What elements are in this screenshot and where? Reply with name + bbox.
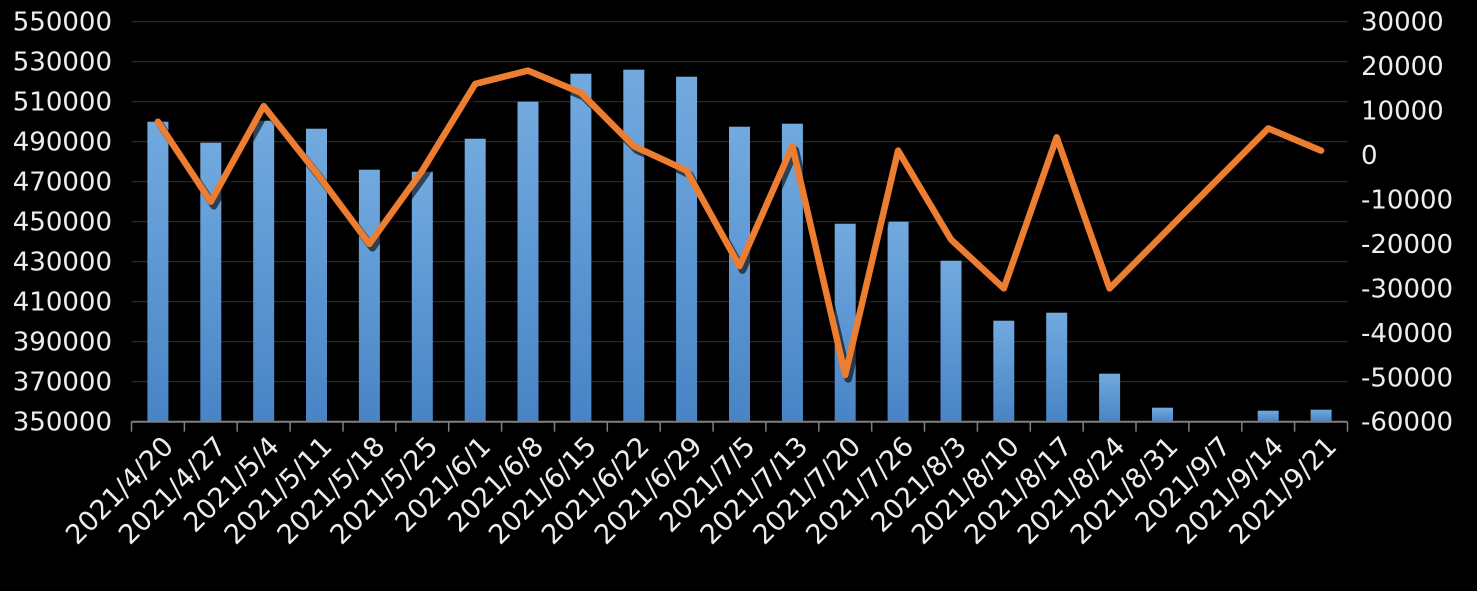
right-axis-tick-label: -10000	[1361, 186, 1453, 216]
bar[interactable]	[623, 69, 645, 422]
bar[interactable]	[517, 101, 539, 422]
right-axis-tick-label: -30000	[1361, 274, 1453, 304]
left-axis-tick-label: 510000	[13, 88, 112, 118]
bar[interactable]	[306, 128, 327, 422]
bar[interactable]	[781, 123, 803, 422]
bar[interactable]	[1310, 409, 1332, 422]
bar[interactable]	[1099, 373, 1121, 422]
right-axis-tick-label: 20000	[1361, 52, 1444, 82]
right-axis-tick-label: -20000	[1361, 230, 1453, 260]
bar[interactable]	[253, 120, 275, 422]
left-axis-tick-label: 450000	[13, 208, 112, 238]
bar[interactable]	[358, 169, 380, 422]
bar[interactable]	[729, 126, 750, 422]
bar[interactable]	[676, 76, 698, 422]
right-axis-tick-label: -50000	[1361, 363, 1453, 393]
bar[interactable]	[940, 260, 962, 422]
right-axis-tick-label: 30000	[1361, 8, 1444, 38]
trend-line[interactable]	[154, 67, 1325, 379]
left-axis-tick-label: 550000	[13, 8, 112, 38]
bar[interactable]	[147, 121, 169, 422]
bar[interactable]	[887, 221, 909, 422]
left-axis-tick-label: 350000	[13, 408, 112, 438]
left-axis-tick-label: 410000	[13, 288, 112, 318]
right-axis-tick-label: -40000	[1361, 319, 1453, 349]
left-axis-tick-label: 490000	[13, 128, 112, 158]
left-axis-tick-label: 430000	[13, 248, 112, 278]
bar[interactable]	[1152, 407, 1173, 422]
right-axis-tick-label: 10000	[1361, 97, 1444, 127]
bar[interactable]	[1257, 410, 1279, 422]
right-axis-tick-label: 0	[1361, 141, 1378, 171]
left-axis-tick-label: 470000	[13, 168, 112, 198]
bar[interactable]	[200, 142, 222, 422]
bar[interactable]	[411, 171, 433, 422]
left-axis-tick-label: 390000	[13, 328, 112, 358]
bar[interactable]	[570, 73, 592, 422]
left-axis-tick-label: 370000	[13, 368, 112, 398]
right-axis-tick-label: -60000	[1361, 408, 1453, 438]
left-axis-tick-label: 530000	[13, 48, 112, 78]
bar[interactable]	[993, 320, 1015, 422]
bar[interactable]	[1046, 312, 1068, 422]
bar[interactable]	[464, 138, 486, 422]
